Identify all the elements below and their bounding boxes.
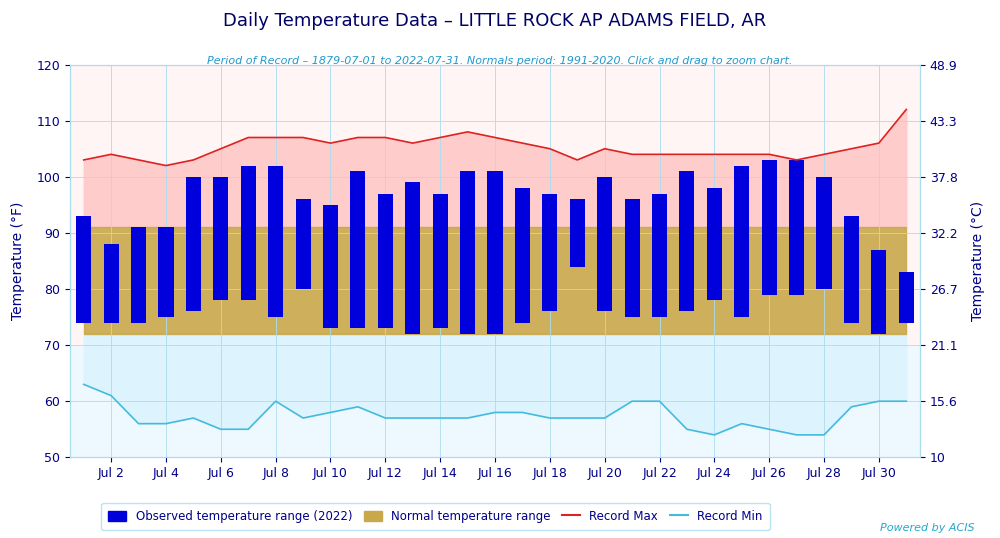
Bar bbox=[762, 160, 777, 295]
Bar bbox=[871, 250, 886, 334]
Bar bbox=[268, 166, 283, 317]
Bar bbox=[296, 199, 311, 289]
Bar bbox=[131, 227, 146, 323]
Bar bbox=[350, 171, 365, 328]
Bar bbox=[70, 345, 920, 457]
Bar bbox=[734, 166, 749, 317]
Bar bbox=[460, 171, 475, 334]
Bar bbox=[405, 182, 420, 334]
Bar bbox=[323, 205, 338, 328]
Bar bbox=[899, 272, 914, 323]
Bar bbox=[515, 188, 530, 323]
Bar bbox=[213, 177, 228, 300]
Bar bbox=[542, 194, 557, 312]
Bar bbox=[104, 244, 119, 323]
Bar bbox=[570, 199, 585, 266]
Bar bbox=[679, 171, 694, 312]
Bar bbox=[707, 188, 722, 300]
Title: Daily Temperature Data – LITTLE ROCK AP ADAMS FIELD, AR: Daily Temperature Data – LITTLE ROCK AP … bbox=[223, 12, 767, 30]
Legend: Observed temperature range (2022), Normal temperature range, Record Max, Record : Observed temperature range (2022), Norma… bbox=[101, 503, 770, 530]
Bar bbox=[816, 177, 832, 289]
Y-axis label: Temperature (°F): Temperature (°F) bbox=[11, 202, 25, 320]
Y-axis label: Temperature (°C): Temperature (°C) bbox=[971, 201, 985, 321]
Bar bbox=[844, 216, 859, 323]
Bar bbox=[789, 160, 804, 295]
Bar bbox=[378, 194, 393, 328]
Text: Period of Record – 1879-07-01 to 2022-07-31. Normals period: 1991-2020. Click an: Period of Record – 1879-07-01 to 2022-07… bbox=[207, 56, 793, 67]
Bar bbox=[625, 199, 640, 317]
Bar bbox=[597, 177, 612, 312]
Bar bbox=[433, 194, 448, 328]
Text: Powered by ACIS: Powered by ACIS bbox=[880, 522, 975, 533]
Bar bbox=[652, 194, 667, 317]
Bar bbox=[186, 177, 201, 312]
Bar bbox=[487, 171, 503, 334]
Bar bbox=[76, 216, 91, 323]
Bar bbox=[241, 166, 256, 300]
Bar bbox=[158, 227, 174, 317]
